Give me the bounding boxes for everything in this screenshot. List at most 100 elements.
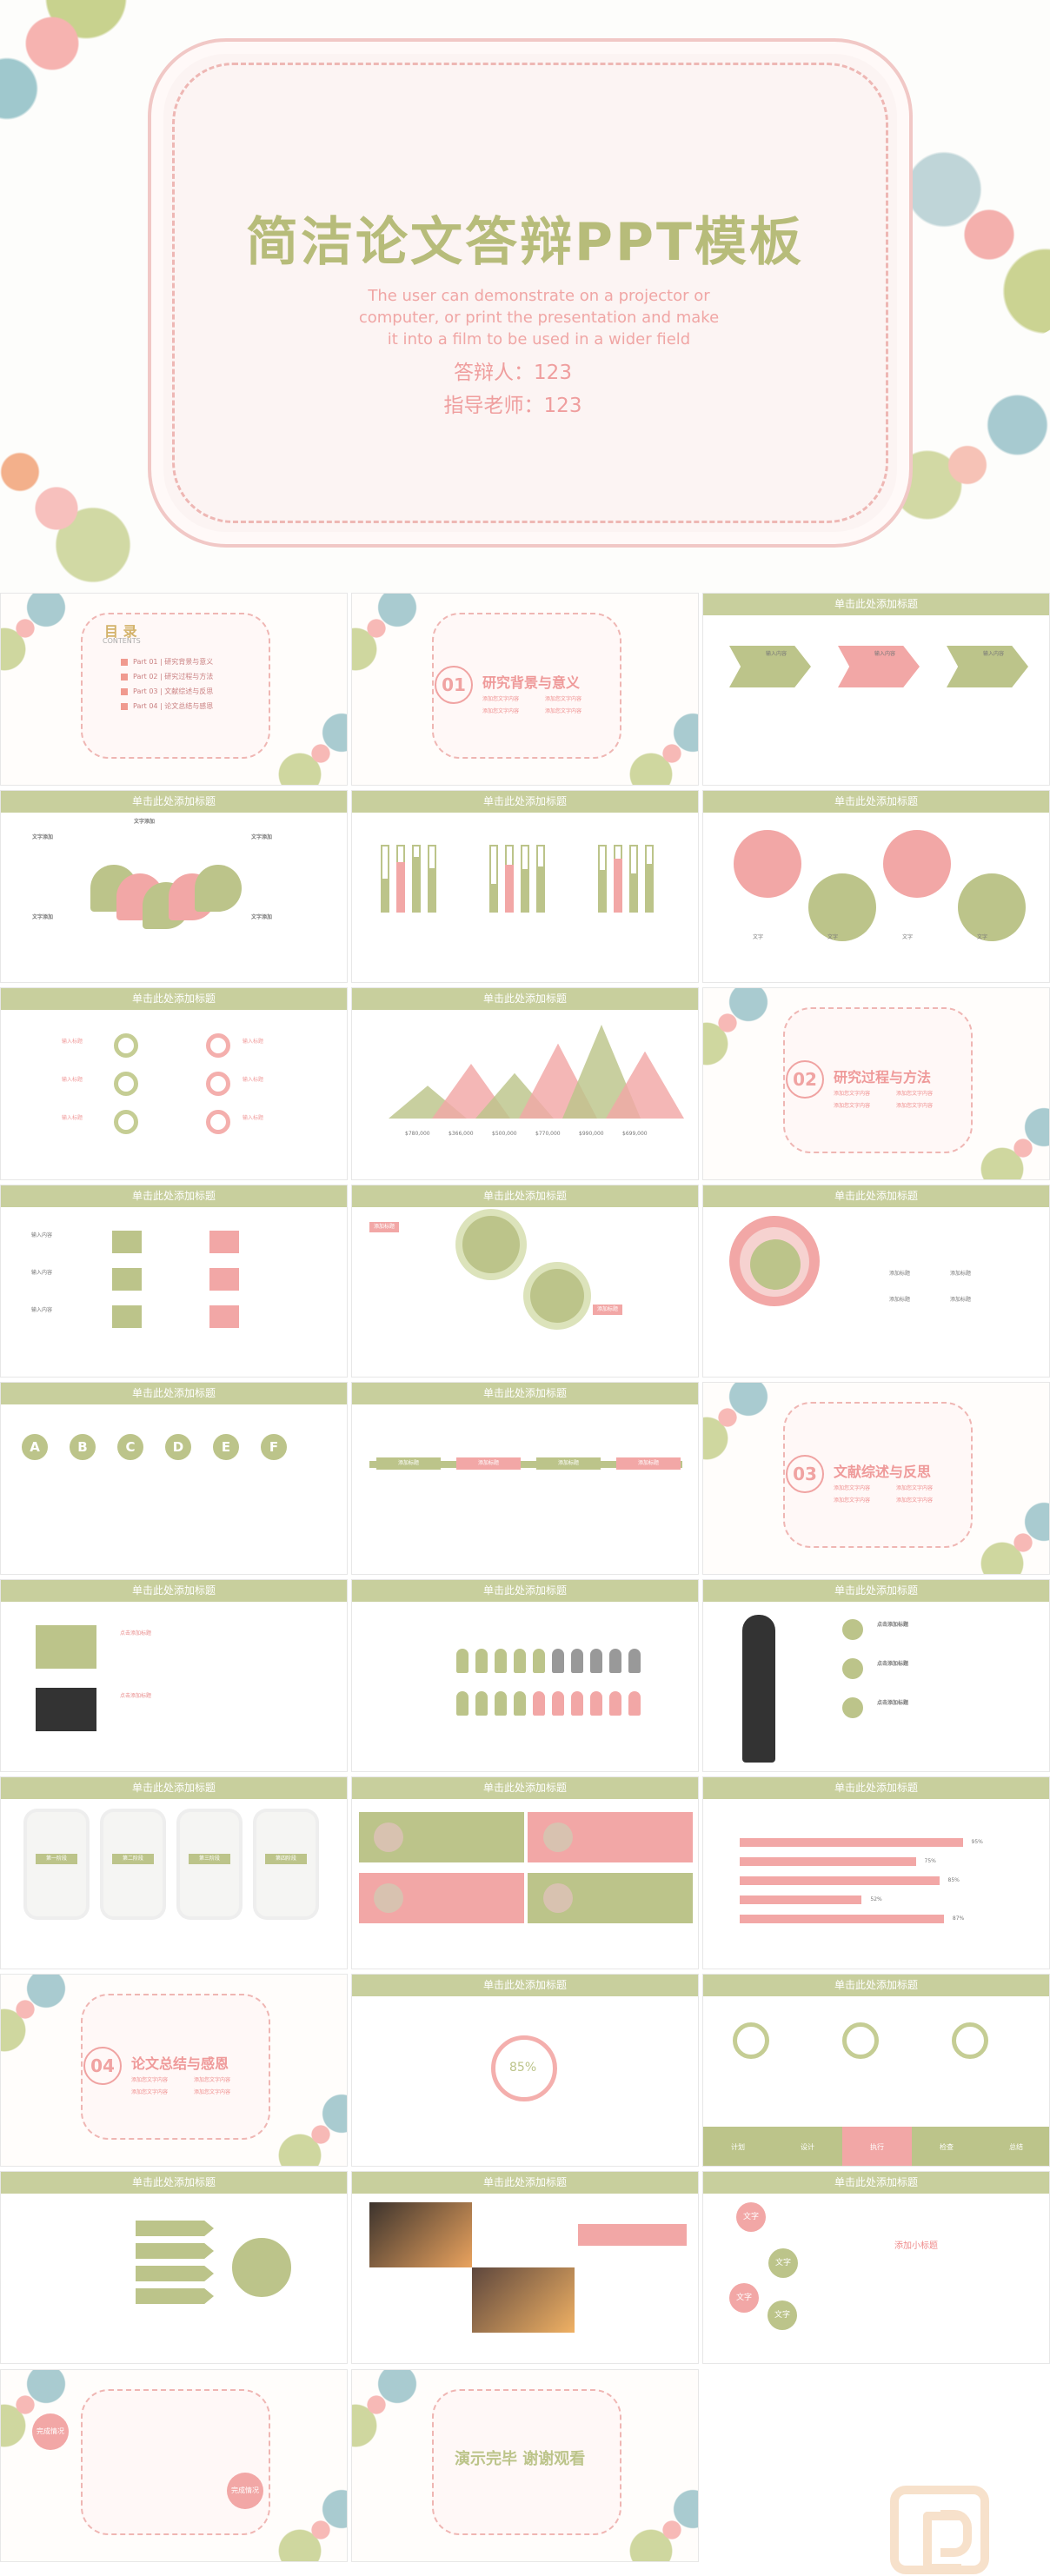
finished-badge: 完成情况 <box>32 2413 69 2450</box>
slide-thumbnail[interactable]: 单击此处添加标题 添加标题 添加标题 添加标题 添加标题 <box>351 1382 699 1575</box>
process-arrow <box>729 646 811 687</box>
section-title: 研究过程与方法 <box>834 1069 932 1086</box>
slide-thumbnail[interactable]: 单击此处添加标题 <box>351 2171 699 2364</box>
slide-thumbnail[interactable]: 单击此处添加标题 85% <box>351 1974 699 2167</box>
slide-thumbnail[interactable]: 单击此处添加标题 <box>0 2171 348 2364</box>
toc-item[interactable]: Part 03 | 文献综述与反思 <box>133 687 214 695</box>
flower-left <box>0 417 148 593</box>
gear-title: 添加标题 <box>369 1222 400 1232</box>
slide-thumbnail[interactable]: 单击此处添加标题 95% 75% 85% 52% 87% <box>702 1776 1050 1969</box>
presenter-title: 点击添加标题 <box>877 1622 909 1628</box>
avatar <box>374 1822 403 1852</box>
section-title: 研究背景与意义 <box>482 674 581 691</box>
slide-thumbnail[interactable]: 单击此处添加标题 添加标题 添加标题 <box>351 1185 699 1378</box>
slide-thumbnail[interactable]: 目 录 CONTENTS Part 01 | 研究背景与意义 Part 02 | 研究… <box>0 593 348 786</box>
slide-header-bar: 单击此处添加标题 <box>352 1580 698 1602</box>
circle-label: 文字 <box>977 934 988 940</box>
slide-thumbnail[interactable]: 完成情况 完成情况 <box>0 2369 348 2562</box>
toc-bullet <box>121 688 128 695</box>
section-number: 04 <box>83 2047 122 2085</box>
slide-header-bar: 单击此处添加标题 <box>1 988 347 1010</box>
slide-thumbnail[interactable]: 02 研究过程与方法 添加您文字内容 添加您文字内容 添加您文字内容 添加您文字内容 <box>702 987 1050 1180</box>
money-icon <box>227 2233 296 2302</box>
slide-thumbnail[interactable]: 01 研究背景与意义 添加您文字内容 添加您文字内容 添加您文字内容 添加您文字内容 <box>351 593 699 786</box>
toc-item[interactable]: Part 01 | 研究背景与意义 <box>133 658 214 666</box>
slide-thumbnail[interactable]: 单击此处添加标题 <box>351 1776 699 1969</box>
list-icon <box>209 1231 239 1253</box>
presenter-icon <box>842 1619 863 1640</box>
section-point: 添加您文字内容 <box>834 1485 871 1491</box>
half-circle <box>808 873 876 941</box>
metric-tab: 检查 <box>912 2127 981 2166</box>
slide-thumbnail[interactable]: 单击此处添加标题 A B C D E F <box>0 1382 348 1575</box>
abc-circle: F <box>257 1431 290 1464</box>
stage-label: 第二阶段 <box>112 1854 154 1864</box>
circle-label: 文字 <box>753 934 764 940</box>
lotus-petal <box>195 865 242 912</box>
slide-thumbnail[interactable]: 单击此处添加标题 添加标题 添加标题 添加标题 添加标题 <box>702 1185 1050 1378</box>
slide-thumbnail[interactable]: 单击此处添加标题 输入标题 输入标题 输入标题 输入标题 输入标题 输入标题 <box>0 987 348 1180</box>
slide-thumbnail[interactable]: 单击此处添加标题 文字添加 文字添加 文字添加 文字添加 文字添加 <box>0 790 348 983</box>
toc-bullet <box>121 659 128 666</box>
slide-header-bar: 单击此处添加标题 <box>1 1185 347 1207</box>
venn-title: 添加标题 <box>889 1297 911 1303</box>
abc-circle: A <box>18 1431 51 1464</box>
section-point: 添加您文字内容 <box>482 708 520 714</box>
cover-subtitle: The user can demonstrate on a projector … <box>358 287 720 349</box>
section-point: 添加您文字内容 <box>896 1103 934 1109</box>
slide-thumbnail[interactable]: 单击此处添加标题 <box>351 1579 699 1772</box>
stage-card <box>180 1812 239 1916</box>
toc-item[interactable]: Part 02 | 研究过程与方法 <box>133 673 214 681</box>
gear-title: 添加标题 <box>593 1305 623 1315</box>
slide-thumbnail[interactable]: 单击此处添加标题 点击添加标题 点击添加标题 点击添加标题 <box>702 1579 1050 1772</box>
chart-bar <box>629 873 638 913</box>
slide-thumbnail[interactable]: 单击此处添加标题 输入内容 输入内容 输入内容 <box>702 593 1050 786</box>
section-point: 添加您文字内容 <box>896 1497 934 1504</box>
slide-thumbnail[interactable]: 单击此处添加标题 计划 设计 执行 检查 总结 <box>702 1974 1050 2167</box>
person-icon <box>456 1649 469 1673</box>
slide-thumbnail[interactable]: 单击此处添加标题 输入内容 输入内容 输入内容 <box>0 1185 348 1378</box>
lotus-label: 文字添加 <box>251 914 273 920</box>
slide-header-bar: 单击此处添加标题 <box>703 791 1049 813</box>
progress-value: 95% <box>971 1839 983 1845</box>
section-point: 添加您文字内容 <box>834 1091 871 1097</box>
person-icon <box>495 1649 507 1673</box>
trend-down-icon <box>36 1688 96 1731</box>
slide-thumbnail[interactable]: 单击此处添加标题 文字 文字 文字 文字 <box>702 790 1050 983</box>
slide-header-bar: 单击此处添加标题 <box>703 594 1049 615</box>
list-text: 输入内容 <box>31 1232 53 1238</box>
chart-bar <box>381 879 389 913</box>
slide-thumbnail[interactable]: 单击此处添加标题 文字 文字 文字 文字 添加小标题 <box>702 2171 1050 2364</box>
section-point: 添加您文字内容 <box>194 2077 231 2083</box>
chart-bar <box>396 862 405 913</box>
slide-thumbnail[interactable]: 04 论文总结与感恩 添加您文字内容 添加您文字内容 添加您文字内容 添加您文字内容 <box>0 1974 348 2167</box>
toc-item[interactable]: Part 04 | 论文总结与感恩 <box>133 702 214 710</box>
abc-circle: C <box>114 1431 147 1464</box>
area-label: $780,000 <box>405 1131 430 1137</box>
progress-arrow <box>740 1895 862 1904</box>
process-text: 输入内容 <box>766 651 788 657</box>
slide-thumbnail[interactable]: 03 文献综述与反思 添加您文字内容 添加您文字内容 添加您文字内容 添加您文字内容 <box>702 1382 1050 1575</box>
icon-title: 输入标题 <box>62 1077 83 1083</box>
stage-label: 第一阶段 <box>36 1854 77 1864</box>
slide-thumbnail[interactable]: 单击此处添加标题 点击添加标题 点击添加标题 <box>0 1579 348 1772</box>
photo <box>472 2267 575 2333</box>
slide-thumbnail[interactable]: 单击此处添加标题 $780,000 $366,000 $500,000 $770,000… <box>351 987 699 1180</box>
chart-bar <box>489 884 498 913</box>
avatar <box>543 1883 573 1913</box>
timeline-bar <box>369 1461 682 1468</box>
slide-header-bar: 单击此处添加标题 <box>352 1383 698 1404</box>
list-icon <box>209 1305 239 1328</box>
slide-thumbnail[interactable]: 单击此处添加标题 <box>351 790 699 983</box>
abc-circle: B <box>66 1431 99 1464</box>
icon-circle <box>114 1072 138 1096</box>
metric-tab: 设计 <box>773 2127 842 2166</box>
area-label: $699,000 <box>622 1131 648 1137</box>
process-text: 输入内容 <box>874 651 896 657</box>
slide-thumbnail[interactable]: 演示完毕 谢谢观看 <box>351 2369 699 2562</box>
icon-title: 输入标题 <box>243 1077 264 1083</box>
presenter-title: 点击添加标题 <box>877 1661 909 1667</box>
slide-thumbnail[interactable]: 单击此处添加标题 第一阶段 第二阶段 第三阶段 第四阶段 <box>0 1776 348 1969</box>
metric-tab: 计划 <box>703 2127 773 2166</box>
stage-label: 第三阶段 <box>189 1854 230 1864</box>
